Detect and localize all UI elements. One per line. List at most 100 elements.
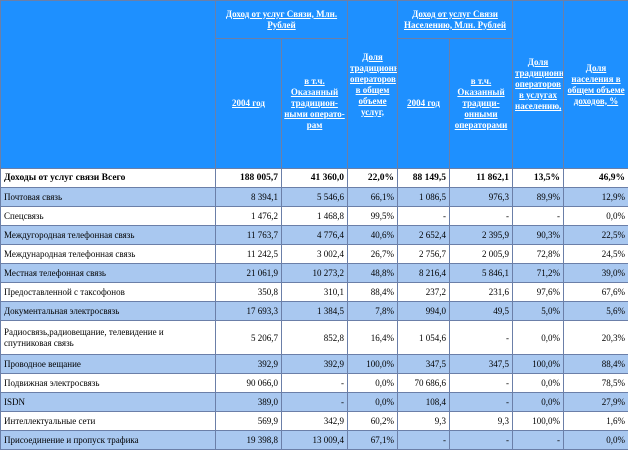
cell-income-2004: 350,8 — [215, 282, 282, 302]
header-income-population: Доход от услуг Связи Населению, Млн. Руб… — [397, 0, 514, 39]
cell-share-population: 20,3% — [563, 320, 628, 355]
cell-income-2004: 389,0 — [215, 392, 282, 412]
cell-income-traditional: 1 468,8 — [280, 206, 349, 226]
cell-share-traditional-population: 72,8% — [512, 244, 565, 264]
cell-income-2004: 21 061,9 — [215, 263, 282, 283]
cell-population-traditional: 976,3 — [449, 187, 514, 207]
cell-share-traditional: 22,0% — [347, 168, 399, 188]
header-traditional-population: в т.ч. Оказанный традици-онными оператор… — [449, 38, 514, 169]
table-body: Доходы от услуг связи Всего 188 005,7 41 3… — [0, 168, 628, 450]
cell-share-traditional-population: 0,0% — [512, 392, 565, 412]
cell-share-traditional: 66,1% — [347, 187, 399, 207]
cell-share-traditional-population: 5,0% — [512, 301, 565, 321]
row-label: Международная телефонная связь — [0, 244, 216, 264]
cell-share-population: 88,4% — [563, 354, 628, 374]
cell-income-2004: 17 693,3 — [215, 301, 282, 321]
cell-population-2004: 88 149,5 — [397, 168, 451, 188]
cell-share-population: 0,0% — [563, 206, 628, 226]
cell-share-traditional-population: - — [512, 430, 565, 450]
cell-population-traditional: - — [449, 373, 514, 393]
table-row: Международная телефонная связь 11 242,5 3 … — [0, 244, 628, 264]
cell-share-traditional-population: 0,0% — [512, 320, 565, 355]
cell-share-population: 46,9% — [563, 168, 628, 188]
cell-share-traditional: 60,2% — [347, 411, 399, 431]
cell-population-2004: 994,0 — [397, 301, 451, 321]
table-row: Спецсвязь 1 476,2 1 468,8 99,5% - - -0,0% — [0, 206, 628, 226]
table-row: Документальная электросвязь 17 693,3 1 384… — [0, 301, 628, 321]
cell-share-population: 0,0% — [563, 430, 628, 450]
cell-income-traditional: 3 002,4 — [280, 244, 349, 264]
cell-share-population: 5,6% — [563, 301, 628, 321]
table-row: ISDN 389,0-0,0% 108,4-0,0% 27,9% — [0, 392, 628, 412]
cell-population-traditional: 347,5 — [449, 354, 514, 374]
row-label: Предоставленной с таксофонов — [0, 282, 216, 302]
cell-population-traditional: 49,5 — [449, 301, 514, 321]
cell-income-2004: 569,9 — [215, 411, 282, 431]
cell-share-traditional-population: 90,3% — [512, 225, 565, 245]
cell-share-population: 24,5% — [563, 244, 628, 264]
row-label: Присоединение и пропуск трафика — [0, 430, 216, 450]
cell-income-traditional: 5 546,6 — [280, 187, 349, 207]
cell-share-traditional: 0,0% — [347, 392, 399, 412]
row-label: Почтовая связь — [0, 187, 216, 207]
cell-income-2004: 392,9 — [215, 354, 282, 374]
cell-income-traditional: 10 273,2 — [280, 263, 349, 283]
cell-population-2004: - — [397, 206, 451, 226]
cell-share-traditional: 99,5% — [347, 206, 399, 226]
cell-population-traditional: 2 395,9 — [449, 225, 514, 245]
cell-share-population: 1,6% — [563, 411, 628, 431]
header-share-traditional-population: Доля традиционных операторов в услугах н… — [512, 0, 565, 169]
cell-share-traditional: 48,8% — [347, 263, 399, 283]
cell-share-population: 67,6% — [563, 282, 628, 302]
cell-population-traditional: - — [449, 430, 514, 450]
cell-income-2004: 8 394,1 — [215, 187, 282, 207]
header-income-total: Доход от услуг Связи, Млн. Рублей — [214, 0, 349, 39]
cell-income-traditional: 41 360,0 — [280, 168, 349, 188]
row-label: Спецсвязь — [0, 206, 216, 226]
cell-income-2004: 188 005,7 — [215, 168, 282, 188]
cell-share-traditional-population: 89,9% — [512, 187, 565, 207]
cell-income-2004: 90 066,0 — [215, 373, 282, 393]
cell-population-2004: 1 054,6 — [397, 320, 451, 355]
table-row: Почтовая связь 8 394,1 5 546,6 66,1% 1 086,5… — [0, 187, 628, 207]
cell-population-2004: 8 216,4 — [397, 263, 451, 283]
cell-population-traditional: 11 862,1 — [449, 168, 514, 188]
cell-share-population: 22,5% — [563, 225, 628, 245]
cell-income-2004: 19 398,8 — [215, 430, 282, 450]
cell-share-traditional-population: 13,5% — [512, 168, 565, 188]
cell-population-traditional: 5 846,1 — [449, 263, 514, 283]
cell-income-traditional: 4 776,4 — [280, 225, 349, 245]
cell-population-2004: 237,2 — [397, 282, 451, 302]
cell-population-2004: 2 652,4 — [397, 225, 451, 245]
row-label: ISDN — [0, 392, 216, 412]
telecom-revenue-table: Доход от услуг Связи, Млн. Рублей Доля т… — [0, 0, 628, 450]
row-label: Проводное вещание — [0, 354, 216, 374]
cell-share-traditional: 40,6% — [347, 225, 399, 245]
table-row: Местная телефонная связь 21 061,9 10 273,2… — [0, 263, 628, 283]
table-row: Междугородная телефонная связь 11 763,7 4 … — [0, 225, 628, 245]
table-row: Присоединение и пропуск трафика 19 398,8 1… — [0, 430, 628, 450]
cell-population-2004: 108,4 — [397, 392, 451, 412]
cell-share-traditional: 67,1% — [347, 430, 399, 450]
cell-share-population: 78,5% — [563, 373, 628, 393]
row-label: Документальная электросвязь — [0, 301, 216, 321]
cell-share-traditional-population: 71,2% — [512, 263, 565, 283]
cell-income-traditional: - — [280, 373, 349, 393]
cell-share-traditional: 88,4% — [347, 282, 399, 302]
cell-income-2004: 1 476,2 — [215, 206, 282, 226]
table-row: Радиосвязь,радиовещание, телевидение и с… — [0, 320, 628, 355]
cell-population-2004: 2 756,7 — [397, 244, 451, 264]
cell-population-traditional: 2 005,9 — [449, 244, 514, 264]
row-label: Доходы от услуг связи Всего — [0, 168, 216, 188]
cell-population-2004: 9,3 — [397, 411, 451, 431]
cell-share-traditional-population: 97,6% — [512, 282, 565, 302]
cell-income-2004: 5 206,7 — [215, 320, 282, 355]
corner-header-cell — [0, 0, 216, 169]
header-share-traditional: Доля традиционных операторов в общем объ… — [347, 0, 399, 169]
table-row: Интеллектуальные сети 569,9 342,9 60,2% 9,3 9… — [0, 411, 628, 431]
cell-share-population: 12,9% — [563, 187, 628, 207]
row-label: Подвижная электросвязь — [0, 373, 216, 393]
row-label: Интеллектуальные сети — [0, 411, 216, 431]
cell-income-traditional: 310,1 — [280, 282, 349, 302]
header-traditional-total: в т.ч. Оказанный традицион-ными операто-… — [280, 38, 349, 169]
